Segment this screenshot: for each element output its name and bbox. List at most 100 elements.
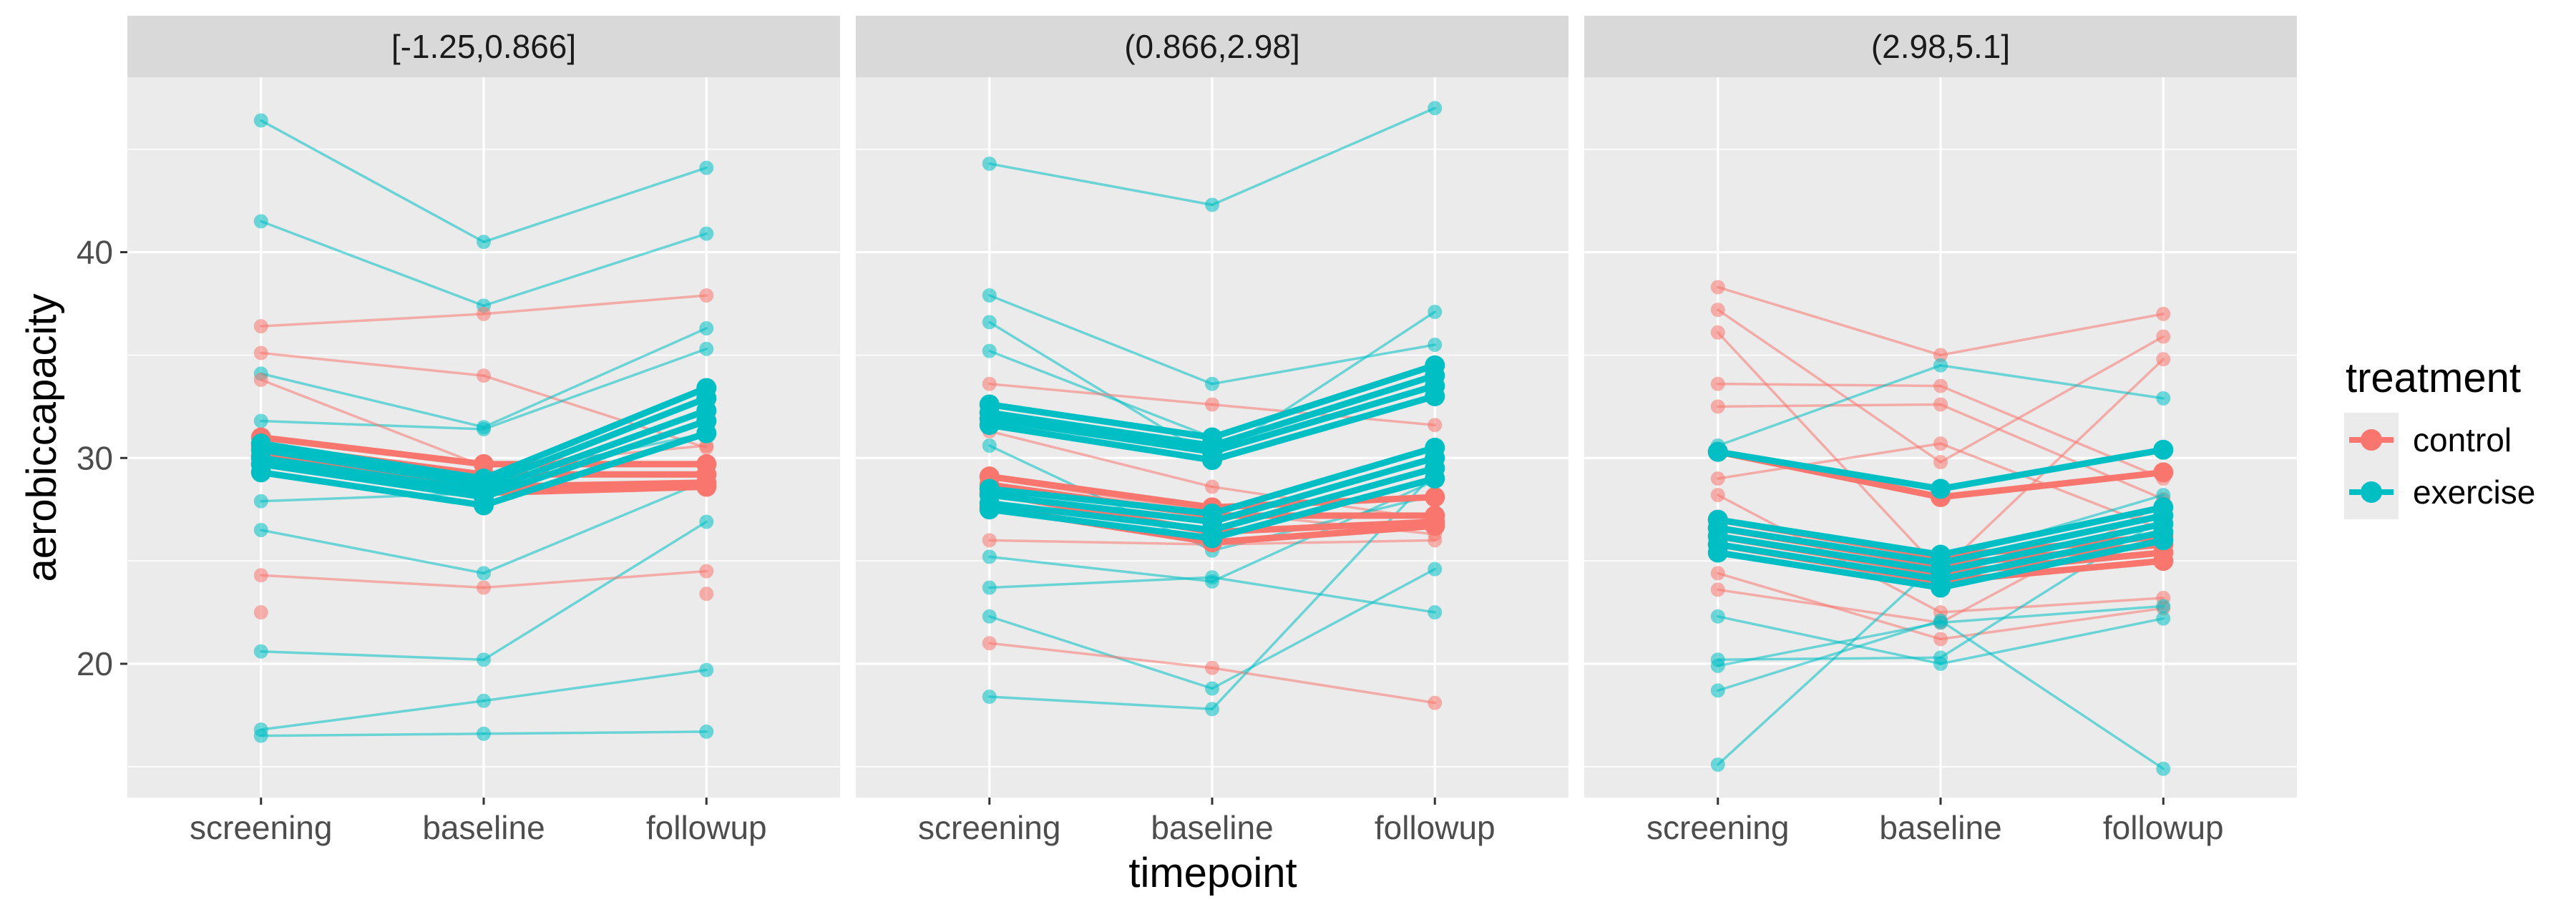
individual-point (477, 580, 491, 595)
individual-series-line (1717, 588, 1942, 624)
fitted-point (1931, 479, 1951, 499)
individual-point (253, 113, 268, 128)
fitted-series-line (1209, 522, 1438, 546)
facet-strip (856, 16, 1568, 77)
individual-series-line (1939, 335, 2165, 464)
individual-series-line (1939, 384, 2165, 480)
individual-series-line (1211, 666, 1436, 705)
individual-series-line (988, 615, 1214, 690)
fitted-series-line (480, 407, 710, 494)
fitted-series-line (258, 469, 487, 509)
individual-point (1933, 348, 1948, 363)
individual-series-line (988, 695, 1214, 711)
facet-panel: (2.98,5.1] (1584, 16, 2297, 798)
individual-series-line (1211, 576, 1436, 614)
individual-point (1933, 632, 1948, 647)
individual-point (699, 724, 714, 739)
fitted-series-line (1937, 504, 2167, 558)
fitted-series-line (1714, 533, 1944, 575)
individual-point (477, 652, 491, 667)
fitted-series-line (1937, 529, 2167, 583)
fitted-point (979, 415, 1000, 436)
individual-point (1205, 197, 1219, 212)
individual-point (982, 549, 997, 564)
panels: [-1.25,0.866] (0.866,2.98] (2.98,5.1] (127, 16, 2297, 798)
x-tick-label: followup (2103, 809, 2224, 846)
x-tick-label: followup (646, 809, 767, 846)
individual-point (1428, 304, 1443, 319)
individual-series-line (1939, 604, 2165, 624)
individual-point (1205, 479, 1219, 494)
individual-point (1710, 280, 1725, 295)
individual-point (1710, 609, 1725, 624)
individual-point (1205, 570, 1219, 585)
individual-point (477, 726, 491, 741)
fitted-series-line (986, 409, 1216, 449)
fitted-point (1707, 441, 1728, 462)
individual-point (253, 214, 268, 229)
individual-point (2156, 306, 2171, 321)
individual-series-line (1939, 358, 2165, 573)
individual-point (982, 609, 997, 624)
individual-series-line (988, 320, 1214, 460)
y-tick-label: 40 (77, 234, 113, 271)
individual-point (1710, 325, 1725, 340)
fitted-series-line (480, 417, 710, 501)
individual-series-line (1717, 442, 1942, 480)
fitted-point (1425, 386, 1445, 406)
individual-point (982, 288, 997, 303)
individual-point (1428, 338, 1443, 353)
individual-point (1710, 399, 1725, 414)
individual-point (477, 566, 491, 581)
individual-series-line (1211, 539, 1436, 546)
individual-series-line (988, 642, 1214, 670)
fitted-series-line (1937, 512, 2167, 567)
individual-point (1933, 455, 1948, 470)
individual-point (2156, 391, 2171, 406)
individual-point (2156, 611, 2171, 626)
fitted-point (2153, 551, 2174, 572)
legend-item: exercise (2344, 465, 2535, 519)
individual-series-line (482, 668, 708, 702)
individual-point (1205, 397, 1219, 412)
fitted-series-line (1209, 383, 1438, 456)
individual-point (1428, 418, 1443, 433)
individual-series-line (1717, 364, 1942, 447)
individual-series-line (1717, 621, 1942, 667)
individual-series-line (1939, 617, 2165, 665)
individual-point (699, 160, 714, 175)
individual-series-line (1211, 107, 1436, 207)
individual-series-line (482, 166, 708, 243)
legend: treatment control exercise (2344, 355, 2535, 519)
fitted-series-line (986, 416, 1216, 456)
individual-series-line (1939, 403, 2165, 501)
fitted-series-line (1937, 536, 2167, 592)
fitted-point (2153, 530, 2174, 551)
y-axis-title: aerobiccapacity (19, 294, 65, 582)
individual-point (699, 288, 714, 303)
y-tick-label: 20 (77, 645, 113, 682)
individual-point (1710, 566, 1725, 581)
individual-point (1428, 562, 1443, 577)
fitted-series-line (258, 446, 487, 489)
individual-series-line (260, 351, 485, 377)
individual-point (2156, 599, 2171, 614)
individual-point (982, 636, 997, 651)
fitted-point (474, 495, 494, 516)
individual-series-line (988, 382, 1214, 406)
legend-key-point (2361, 481, 2382, 503)
individual-point (1933, 650, 1948, 665)
fitted-point (1707, 542, 1728, 563)
fitted-series-line (1209, 454, 1438, 525)
individual-series-line (260, 313, 485, 328)
individual-point (699, 341, 714, 356)
individual-point (477, 306, 491, 321)
individual-point (699, 662, 714, 677)
facet-strip-label: [-1.25,0.866] (391, 28, 576, 65)
individual-series-line (988, 576, 1214, 589)
individual-point (982, 438, 997, 453)
individual-series-line (1939, 364, 2165, 400)
fitted-series-line (480, 384, 710, 482)
individual-point (253, 345, 268, 361)
individual-point (253, 644, 268, 659)
